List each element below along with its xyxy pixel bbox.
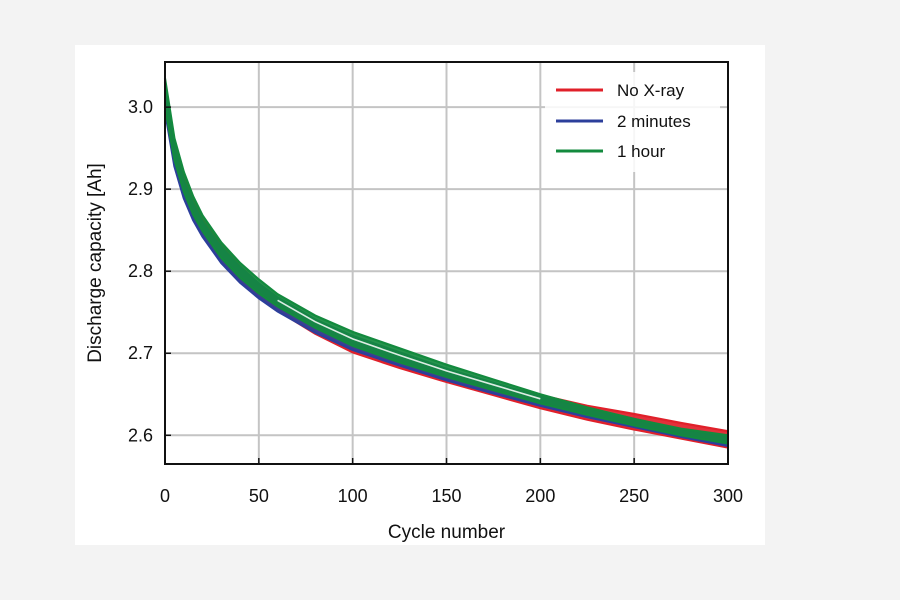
band-highlight-trace bbox=[277, 299, 541, 400]
legend-label-1-hour: 1 hour bbox=[617, 142, 666, 161]
x-tick-label: 50 bbox=[249, 486, 269, 506]
legend-label-no-xray: No X-ray bbox=[617, 81, 685, 100]
legend-label-2-minutes: 2 minutes bbox=[617, 112, 691, 131]
series-lower-line-1-hour bbox=[163, 106, 729, 445]
x-tick-label: 250 bbox=[619, 486, 649, 506]
x-tick-label: 200 bbox=[525, 486, 555, 506]
x-tick-label: 100 bbox=[338, 486, 368, 506]
y-tick-label: 2.7 bbox=[128, 343, 153, 363]
y-tick-label: 3.0 bbox=[128, 97, 153, 117]
x-axis-label: Cycle number bbox=[388, 522, 506, 543]
grid-lines bbox=[164, 62, 729, 464]
tick-layer: 0 50 100 150 200 250 300 2.6 2.7 2.8 2.9 3.0 bbox=[128, 97, 743, 506]
y-axis-label: Discharge capacity [Ah] bbox=[85, 163, 106, 363]
legend: No X-ray 2 minutes 1 hour bbox=[545, 72, 720, 172]
x-tick-label: 300 bbox=[713, 486, 743, 506]
y-tick-label: 2.6 bbox=[128, 425, 153, 445]
series-lower-line-2-minutes bbox=[163, 111, 729, 448]
series-layer bbox=[163, 78, 729, 449]
x-tick-label: 0 bbox=[160, 486, 170, 506]
series-upper-line-1-hour bbox=[163, 78, 729, 437]
y-tick-label: 2.8 bbox=[128, 261, 153, 281]
x-tick-label: 150 bbox=[431, 486, 461, 506]
y-tick-label: 2.9 bbox=[128, 179, 153, 199]
